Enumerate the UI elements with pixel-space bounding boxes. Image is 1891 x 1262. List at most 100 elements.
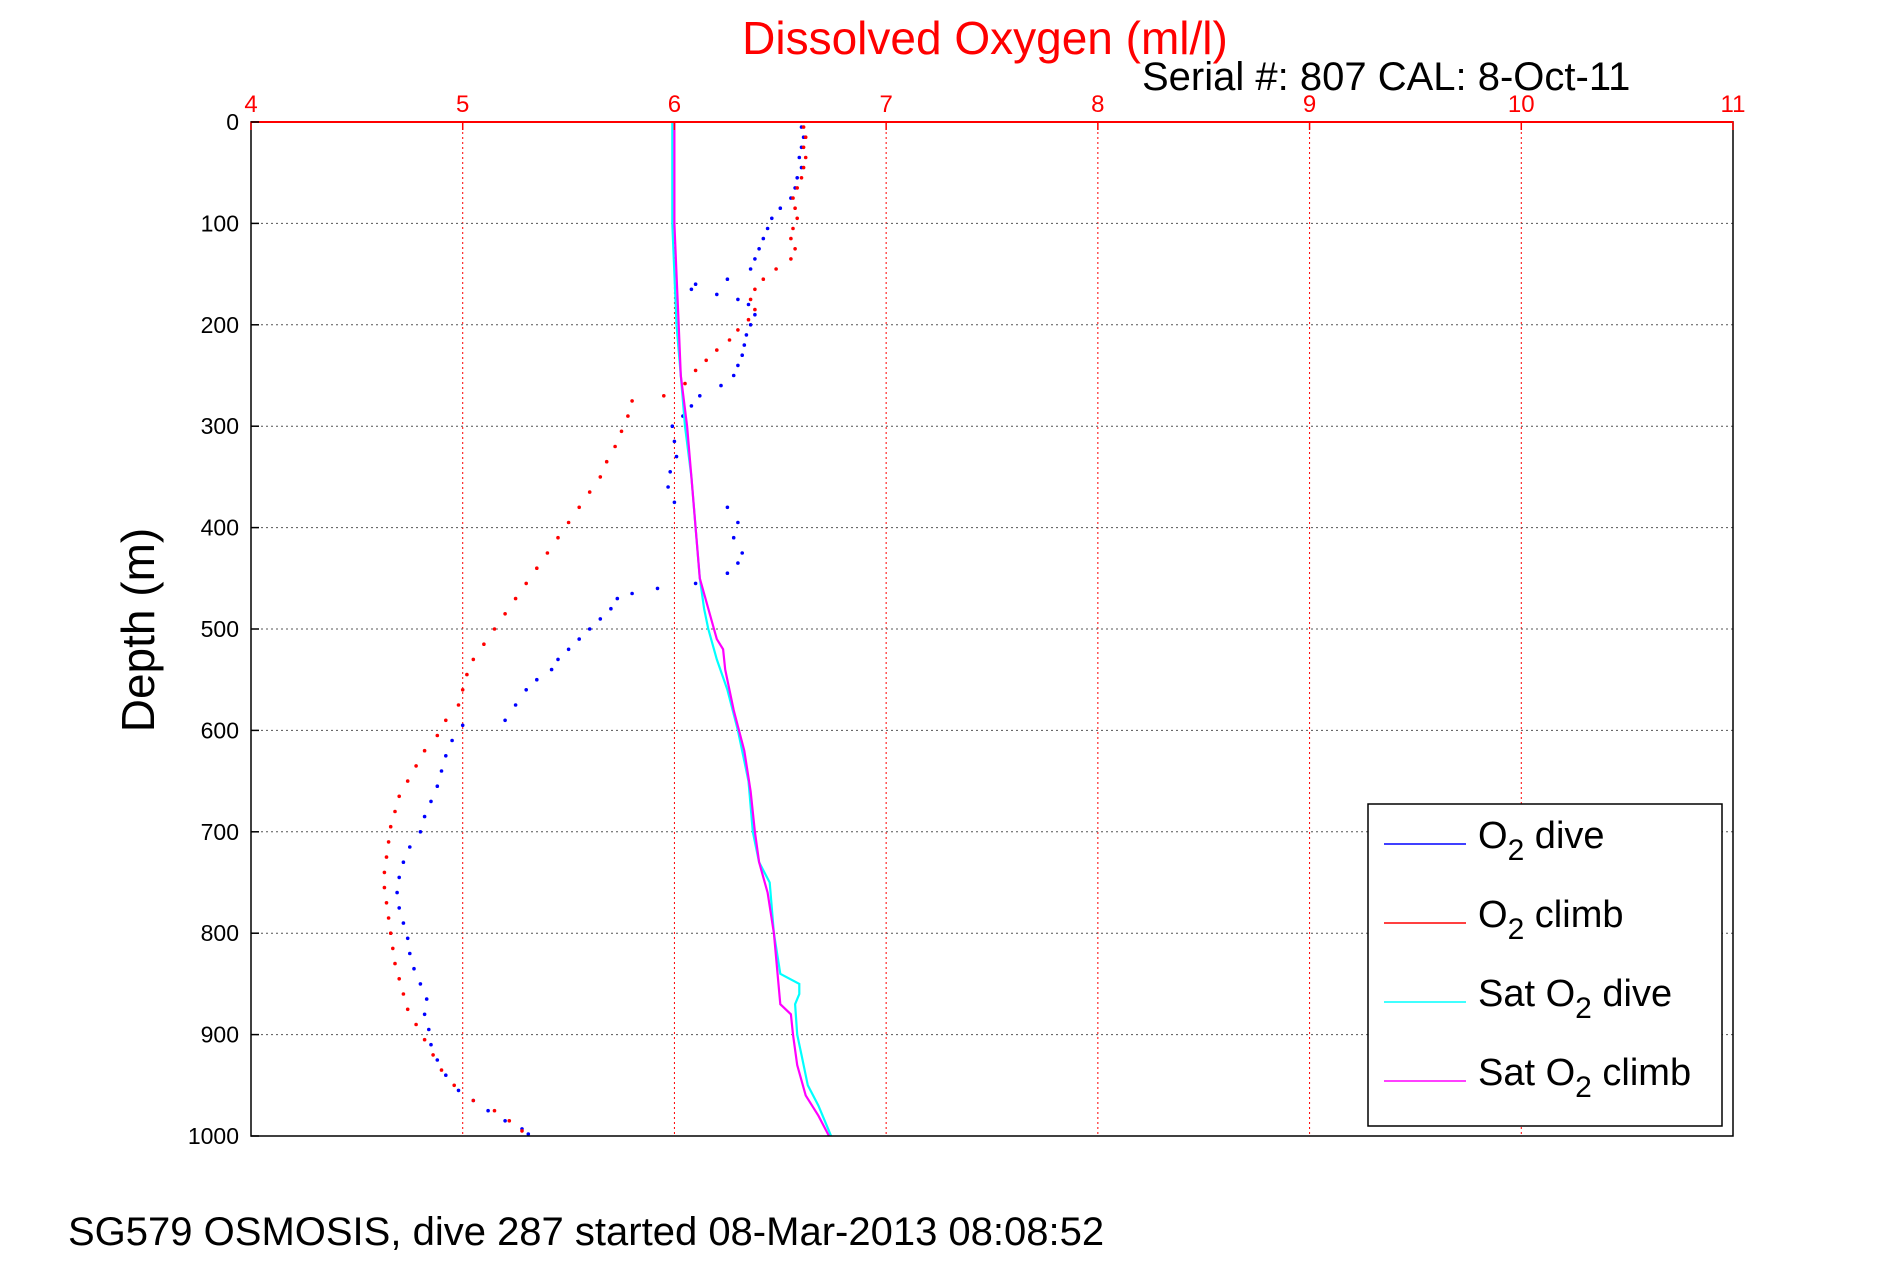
data-point-o2_dive (429, 1042, 433, 1047)
data-point-o2_dive (435, 1058, 440, 1062)
data-point-o2_climb (435, 733, 440, 738)
data-point-o2_climb (746, 317, 751, 322)
data-point-o2_dive (736, 297, 740, 302)
data-point-o2_climb (761, 277, 766, 282)
legend-label: O2 dive (1478, 815, 1605, 867)
data-point-o2_climb (397, 977, 402, 981)
data-point-o2_climb (414, 764, 418, 768)
data-point-o2_dive (422, 814, 427, 819)
data-point-o2_climb (791, 196, 795, 200)
data-point-o2_dive (526, 1132, 531, 1136)
y-tick-label: 500 (201, 616, 239, 642)
data-point-o2_dive (408, 845, 412, 849)
data-point-o2_dive (753, 257, 757, 261)
data-point-o2_climb (795, 186, 799, 190)
series-o2_dive (395, 125, 806, 1136)
data-point-o2_climb (704, 358, 708, 363)
x-tick-label: 6 (668, 91, 681, 118)
data-point-o2_climb (598, 475, 603, 479)
data-point-o2_climb (753, 307, 757, 312)
data-point-o2_climb (793, 206, 797, 210)
data-point-o2_climb (460, 688, 465, 692)
data-point-o2_climb (456, 703, 461, 707)
data-point-o2_climb (736, 328, 740, 332)
x-tick-labels: 4 5 6 7 8 9 10 11 (244, 91, 1745, 130)
data-point-o2_dive (535, 677, 539, 682)
legend-item-sat_dive: Sat O2 dive (1384, 973, 1672, 1025)
data-point-o2_dive (672, 500, 677, 505)
data-point-o2_climb (503, 612, 507, 616)
x-tick-label: 7 (879, 91, 892, 118)
data-point-o2_climb (386, 916, 391, 920)
data-point-o2_dive (615, 596, 620, 601)
legend-item-o2_dive: O2 dive (1384, 815, 1605, 867)
y-tick-label: 200 (201, 312, 239, 338)
data-point-o2_climb (393, 809, 397, 814)
data-point-o2_dive (725, 571, 730, 575)
data-point-o2_climb (386, 840, 391, 844)
data-point-o2_climb (439, 1068, 444, 1072)
data-point-o2_dive (740, 551, 744, 555)
data-point-o2_dive (698, 394, 702, 398)
data-point-o2_dive (668, 470, 672, 474)
y-tick-label: 0 (226, 109, 239, 135)
data-point-o2_dive (689, 404, 694, 408)
data-point-o2_dive (778, 206, 783, 210)
data-point-o2_climb (384, 855, 389, 859)
data-point-o2_climb (727, 338, 732, 342)
data-point-o2_climb (507, 1119, 512, 1123)
data-point-o2_dive (556, 657, 560, 662)
data-point-o2_climb (388, 931, 393, 935)
data-point-o2_climb (414, 1022, 418, 1027)
legend-box (1367, 803, 1723, 1127)
data-point-o2_dive (666, 485, 670, 489)
data-point-o2_climb (556, 535, 560, 540)
series-layer (382, 122, 833, 1137)
data-point-o2_climb (452, 1083, 457, 1088)
data-point-o2_climb (604, 459, 609, 464)
dive-info-footer: SG579 OSMOSIS, dive 287 started 08-Mar-2… (68, 1210, 1105, 1254)
x-tick-label: 9 (1303, 91, 1316, 118)
data-point-o2_climb (431, 1053, 435, 1057)
data-point-o2_dive (736, 520, 740, 525)
legend-label: Sat O2 climb (1478, 1052, 1691, 1104)
series-line-sat_climb (673, 122, 830, 1137)
data-point-o2_climb (662, 394, 666, 398)
legend-label: Sat O2 dive (1478, 973, 1672, 1025)
data-point-o2_climb (388, 824, 393, 829)
data-point-o2_climb (405, 1007, 410, 1012)
data-point-o2_dive (397, 875, 402, 880)
data-point-o2_climb (471, 657, 476, 662)
data-point-o2_climb (789, 236, 793, 241)
data-point-o2_dive (577, 637, 581, 641)
data-point-o2_dive (725, 505, 730, 510)
data-point-o2_dive (422, 1012, 427, 1017)
data-point-o2_dive (725, 277, 730, 282)
x-tick-label: 10 (1508, 91, 1535, 118)
data-point-o2_dive (795, 176, 799, 180)
data-point-o2_dive (757, 247, 761, 251)
data-point-o2_climb (382, 870, 387, 875)
data-point-o2_climb (683, 381, 687, 386)
data-point-o2_dive (503, 718, 507, 723)
data-point-o2_climb (613, 444, 617, 449)
y-tick-label: 600 (201, 717, 239, 743)
x-tick-label: 5 (456, 91, 469, 118)
data-point-o2_climb (401, 992, 406, 996)
data-point-o2_dive (395, 890, 399, 895)
data-point-o2_dive (435, 784, 440, 788)
data-point-o2_climb (471, 1098, 476, 1103)
data-point-o2_climb (384, 901, 389, 905)
data-point-o2_climb (791, 226, 795, 231)
data-point-o2_climb (803, 155, 808, 160)
data-point-o2_climb (393, 961, 397, 966)
data-point-o2_dive (549, 667, 554, 672)
data-point-o2_climb (492, 1108, 497, 1113)
data-point-o2_dive (753, 312, 757, 317)
legend-label: O2 climb (1478, 894, 1623, 946)
data-point-o2_climb (577, 505, 581, 510)
data-point-o2_dive (736, 561, 740, 565)
data-point-o2_dive (450, 738, 454, 743)
data-point-o2_dive (397, 906, 402, 910)
data-point-o2_climb (397, 794, 402, 799)
